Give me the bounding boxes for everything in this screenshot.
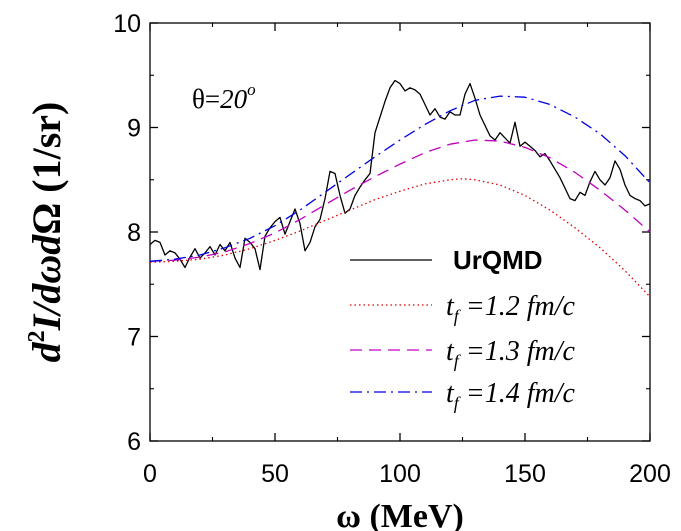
legend: UrQMD tf =1.2 fm/c tf =1.3 fm/c tf =1.4 … — [350, 245, 575, 413]
y-tick-label: 10 — [113, 10, 141, 38]
legend-label-tf13: tf =1.3 fm/c — [446, 336, 575, 371]
series-line-1 — [149, 178, 651, 298]
annotation-theta: θ=20o — [192, 80, 256, 114]
series-line-2 — [149, 139, 651, 262]
x-tick-label: 100 — [379, 460, 421, 488]
legend-label-urqmd: UrQMD — [453, 245, 543, 275]
x-tick-label: 0 — [143, 460, 157, 488]
x-axis-title: ω (MeV) — [336, 498, 464, 531]
y-axis-title: d2I/dωdΩ (1/sr) — [24, 102, 69, 363]
y-tick-label: 9 — [127, 115, 141, 143]
series-lines — [149, 79, 651, 298]
series-line-0 — [149, 79, 651, 271]
legend-label-tf12: tf =1.2 fm/c — [446, 291, 575, 326]
y-tick-label: 7 — [127, 324, 141, 352]
tick-labels: 0 50 100 150 200 6 7 8 9 10 — [113, 10, 671, 488]
x-tick-label: 50 — [261, 460, 289, 488]
x-tick-label: 150 — [504, 460, 546, 488]
series-line-3 — [149, 95, 651, 262]
y-tick-label: 6 — [127, 428, 141, 456]
axis-ticks — [149, 22, 651, 442]
y-tick-label: 8 — [127, 219, 141, 247]
x-tick-label: 200 — [629, 460, 671, 488]
legend-label-tf14: tf =1.4 fm/c — [446, 378, 575, 413]
